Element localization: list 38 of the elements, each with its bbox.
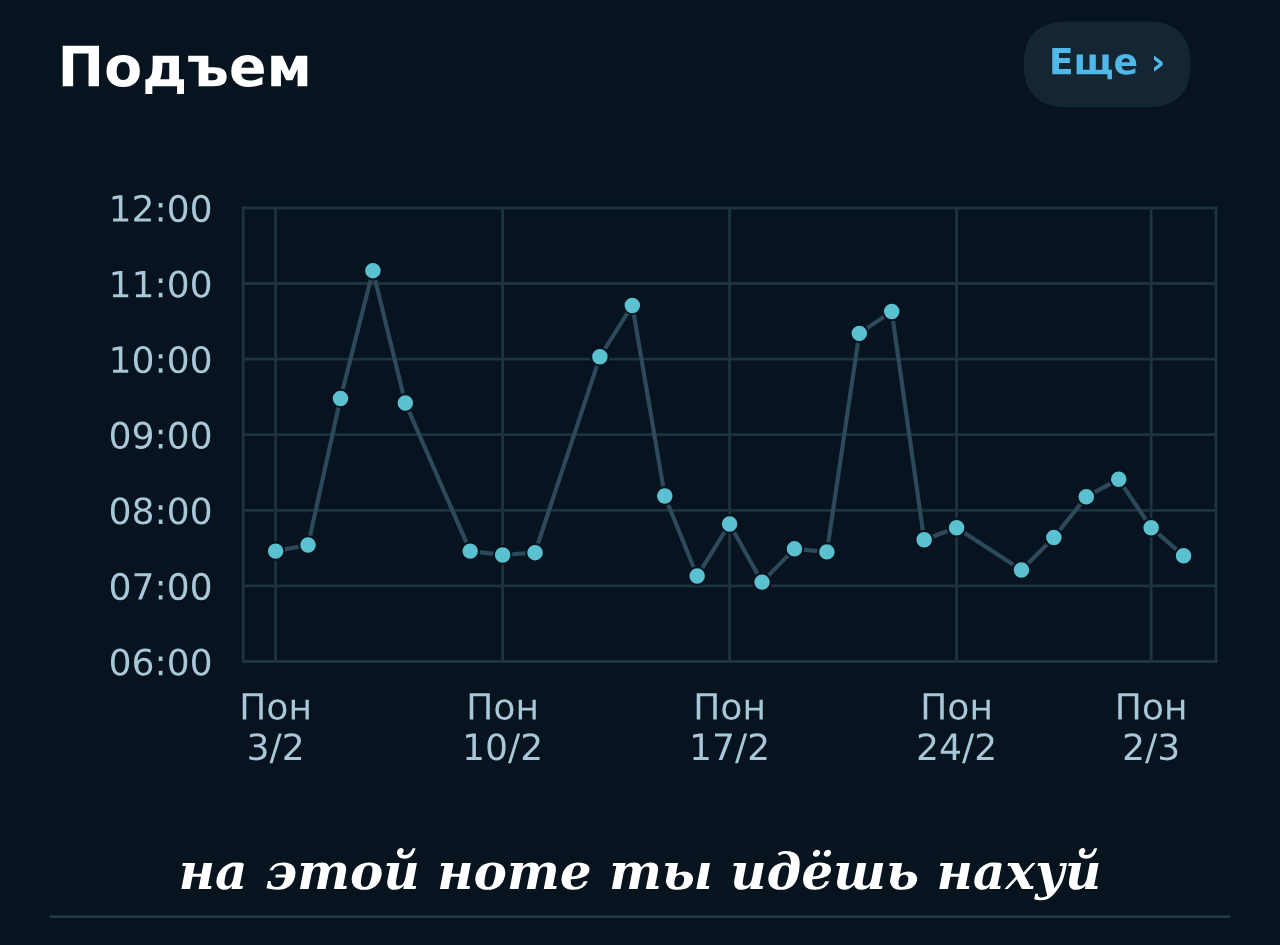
point: [687, 566, 707, 586]
point: [622, 295, 643, 316]
point: [719, 514, 740, 534]
y-tick-label: 07:00: [110, 572, 211, 601]
x-tick-label: Пон 10/2: [466, 693, 540, 764]
point: [525, 542, 545, 563]
x-tick-label: Пон 24/2: [918, 693, 994, 764]
chart-title: Подъем: [62, 45, 308, 94]
point: [363, 260, 383, 281]
point: [1011, 560, 1032, 580]
point: [265, 541, 286, 561]
point: [654, 486, 675, 506]
y-tick-label: 09:00: [110, 421, 211, 449]
point: [1076, 486, 1097, 507]
point: [460, 541, 481, 561]
point: [849, 323, 870, 344]
y-tick-label: 06:00: [110, 648, 211, 676]
y-tick-label: 12:00: [112, 194, 211, 223]
point: [784, 539, 805, 559]
x-tick-label: Пон 2/3: [1118, 693, 1185, 764]
x-tick-label: Пон 17/2: [693, 693, 767, 764]
point: [946, 517, 967, 538]
point: [1044, 527, 1064, 548]
y-tick-label: 10:00: [112, 346, 211, 374]
x-tick-label: Пон 3/2: [242, 693, 309, 764]
point: [752, 572, 772, 592]
point: [881, 301, 902, 322]
point: [492, 545, 513, 565]
point: [590, 347, 610, 367]
point: [330, 388, 351, 409]
y-tick-label: 11:00: [112, 270, 211, 298]
text: на этой ноте ты идёшь нахуй: [181, 848, 1099, 901]
point: [395, 393, 416, 413]
point: [817, 542, 837, 562]
y-tick-label: 08:00: [110, 497, 211, 525]
text: Еще ›: [1052, 47, 1163, 80]
point: [914, 529, 934, 550]
point: [298, 535, 318, 555]
